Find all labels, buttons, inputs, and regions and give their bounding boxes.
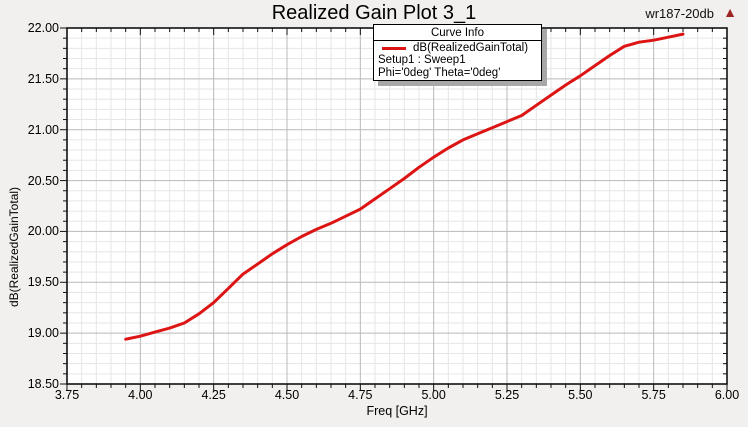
page-title: Realized Gain Plot 3_1	[271, 2, 477, 24]
legend-series-label: dB(RealizedGainTotal)	[413, 42, 529, 54]
y-axis-title: dB(RealizedGainTotal)	[7, 186, 21, 308]
legend-header: Curve Info	[374, 25, 541, 41]
x-axis-title: Freq [GHz]	[366, 404, 428, 418]
legend-setup-label: Setup1 : Sweep1	[378, 54, 466, 66]
legend-line-swatch	[382, 46, 406, 50]
design-watermark: wr187-20db	[645, 6, 714, 21]
legend-box[interactable]: Curve Info dB(RealizedGainTotal) Setup1 …	[373, 24, 542, 81]
ansoft-logo-icon: ▲	[723, 4, 737, 20]
legend-angle-label: Phi='0deg' Theta='0deg'	[378, 67, 501, 79]
gain-curve	[124, 32, 685, 341]
